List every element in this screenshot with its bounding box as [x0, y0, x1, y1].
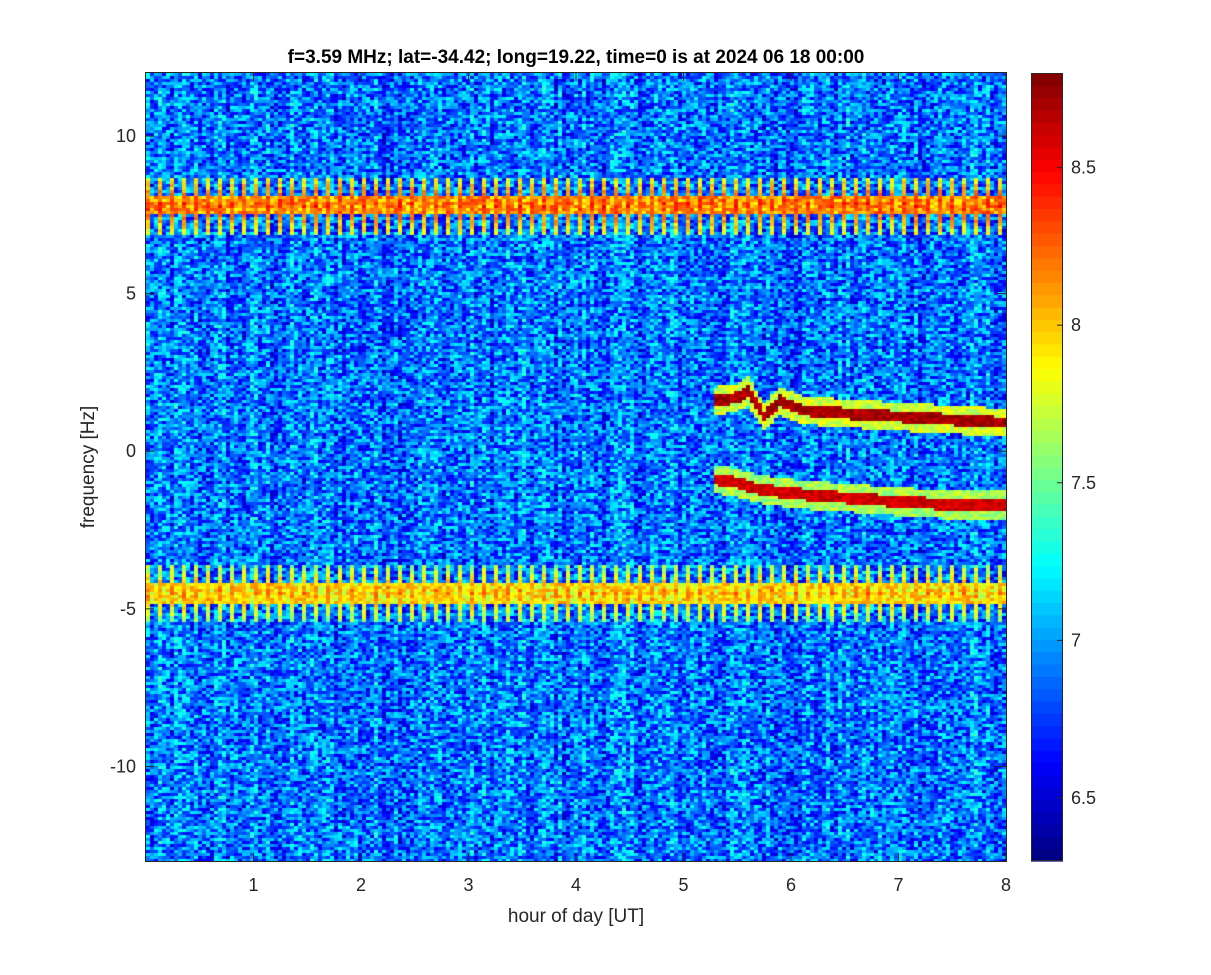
y-tick-label: 10 [116, 126, 136, 146]
colorbar-segment [1031, 159, 1063, 173]
colorbar-segment [1031, 294, 1063, 308]
colorbar-segment [1031, 762, 1063, 776]
colorbar-segment [1031, 787, 1063, 801]
colorbar-segment [1031, 713, 1063, 727]
colorbar-segment [1031, 417, 1063, 431]
plot-frame [145, 72, 1007, 862]
colorbar-segment [1031, 836, 1063, 850]
colorbar-segment [1031, 737, 1063, 751]
colorbar-segment [1031, 479, 1063, 493]
colorbar-segment [1031, 368, 1063, 382]
colorbar-segment [1031, 602, 1063, 616]
colorbar-segment [1031, 171, 1063, 185]
colorbar-segment [1031, 824, 1063, 837]
x-tick-label: 4 [571, 875, 581, 895]
y-tick-label: -5 [120, 599, 136, 619]
colorbar-segment [1031, 664, 1063, 677]
colorbar-segment [1031, 319, 1063, 333]
colorbar-segment [1031, 528, 1063, 542]
y-axis: -10 -5 0 5 10 [110, 126, 1006, 776]
colorbar-segment [1031, 590, 1063, 604]
colorbar-segment [1031, 73, 1063, 86]
y-tick-label: -10 [110, 756, 136, 776]
colorbar-segment [1031, 306, 1063, 320]
x-tick-label: 8 [1001, 875, 1011, 895]
colorbar: 6.5 7 7.5 8 8.5 [1031, 73, 1096, 862]
colorbar-segment [1031, 220, 1063, 234]
colorbar-segment [1031, 811, 1063, 825]
colorbar-segment [1031, 848, 1063, 862]
plot-area [146, 73, 1006, 861]
colorbar-segment [1031, 553, 1063, 567]
colorbar-segment [1031, 639, 1063, 653]
heatmap-image [146, 73, 1006, 861]
colorbar-segment [1031, 467, 1063, 480]
colorbar-segment [1031, 331, 1063, 345]
colorbar-segment [1031, 343, 1063, 357]
y-tick-label: 0 [126, 441, 136, 461]
colorbar-segment [1031, 651, 1063, 665]
colorbar-segment [1031, 393, 1063, 407]
x-tick-label: 3 [463, 875, 473, 895]
colorbar-segment [1031, 270, 1063, 283]
colorbar-segment [1031, 799, 1063, 813]
chart-title: f=3.59 MHz; lat=-34.42; long=19.22, time… [288, 47, 865, 68]
colorbar-segment [1031, 491, 1063, 505]
colorbar-tick-label: 7 [1071, 630, 1081, 650]
colorbar-tick-label: 6.5 [1071, 788, 1096, 808]
y-tick-label: 5 [126, 284, 136, 304]
colorbar-segment [1031, 405, 1063, 419]
colorbar-segment [1031, 700, 1063, 714]
colorbar-segment [1031, 442, 1063, 456]
colorbar-tick-label: 7.5 [1071, 473, 1096, 493]
colorbar-segment [1031, 356, 1063, 370]
x-tick-label: 2 [356, 875, 366, 895]
x-axis-label: hour of day [UT] [508, 906, 644, 927]
x-tick-label: 6 [786, 875, 796, 895]
colorbar-segment [1031, 282, 1063, 296]
x-axis: 1 2 3 4 5 6 7 8 [248, 73, 1011, 895]
x-tick-label: 5 [678, 875, 688, 895]
colorbar-segment [1031, 676, 1063, 690]
x-tick-label: 7 [893, 875, 903, 895]
colorbar-segment [1031, 183, 1063, 197]
colorbar-segment [1031, 196, 1063, 210]
colorbar-segment [1031, 97, 1063, 111]
colorbar-segment [1031, 750, 1063, 764]
x-tick-label: 1 [248, 875, 258, 895]
colorbar-segment [1031, 208, 1063, 222]
colorbar-segment [1031, 430, 1063, 443]
colorbar-segment [1031, 503, 1063, 517]
colorbar-segment [1031, 614, 1063, 628]
colorbar-segment [1031, 454, 1063, 468]
colorbar-segment [1031, 540, 1063, 554]
colorbar-segment [1031, 627, 1063, 640]
colorbar-segment [1031, 233, 1063, 246]
colorbar-tick-label: 8 [1071, 315, 1081, 335]
colorbar-segment [1031, 725, 1063, 739]
colorbar-segment [1031, 257, 1063, 271]
colorbar-tick-label: 8.5 [1071, 158, 1096, 178]
colorbar-segment [1031, 122, 1063, 136]
y-axis-label: frequency [Hz] [78, 406, 99, 529]
colorbar-segment [1031, 146, 1063, 160]
colorbar-segment [1031, 380, 1063, 394]
colorbar-segment [1031, 85, 1063, 99]
colorbar-segment [1031, 565, 1063, 579]
colorbar-segment [1031, 245, 1063, 259]
colorbar-segment [1031, 577, 1063, 591]
colorbar-frame [1031, 73, 1063, 861]
colorbar-segment [1031, 109, 1063, 123]
colorbar-segment [1031, 516, 1063, 530]
colorbar-segment [1031, 688, 1063, 702]
colorbar-segment [1031, 774, 1063, 788]
colorbar-segment [1031, 134, 1063, 148]
